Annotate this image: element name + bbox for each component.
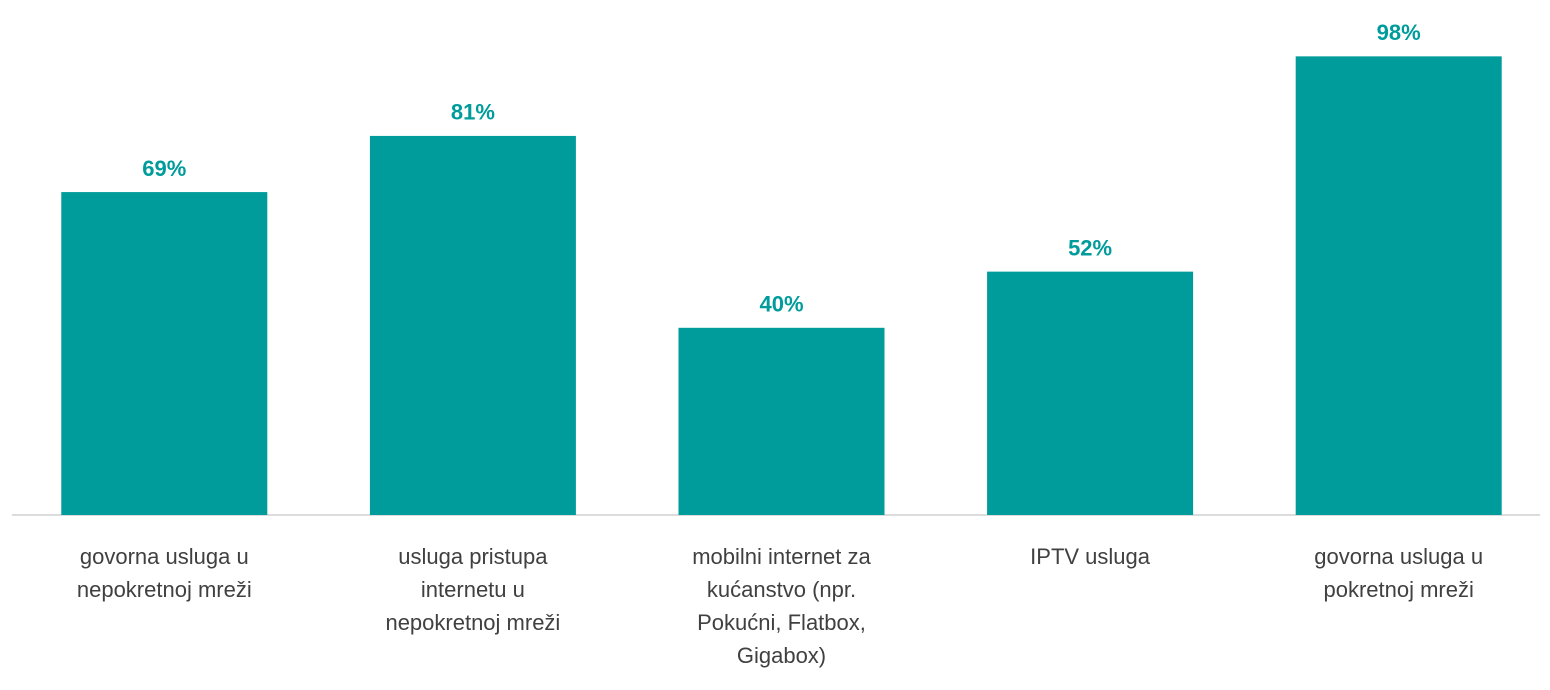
value-label: 81%	[451, 100, 495, 125]
bar	[369, 135, 576, 516]
value-label: 40%	[759, 292, 803, 317]
x-tick-label: govorna usluga u pokretnoj mreži	[1314, 544, 1484, 602]
bar	[1295, 56, 1502, 516]
bar	[61, 192, 268, 515]
value-label: 69%	[142, 156, 186, 181]
x-tick-label: usluga pristupa internetu u nepokretnoj …	[385, 544, 561, 635]
x-tick-label: govorna usluga u nepokretnoj mreži	[76, 544, 252, 602]
bar	[678, 327, 885, 515]
x-tick-label: IPTV usluga	[1030, 544, 1151, 569]
x-tick-label: mobilni internet za kućanstvo (npr. Poku…	[692, 544, 871, 668]
bar	[987, 271, 1194, 515]
value-label: 98%	[1377, 20, 1421, 45]
value-label: 52%	[1068, 235, 1112, 260]
